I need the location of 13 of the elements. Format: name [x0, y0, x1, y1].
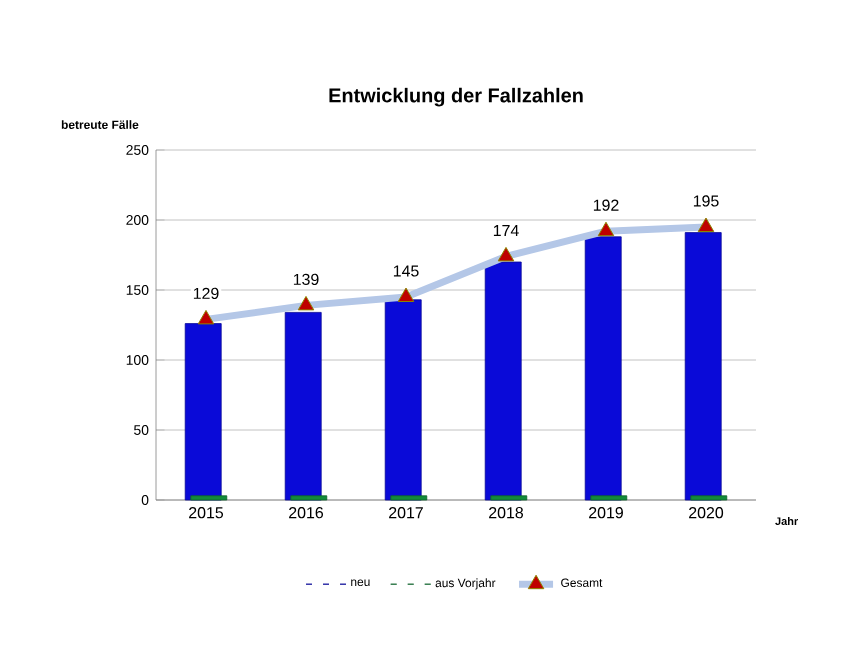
bar — [684, 232, 722, 501]
bar — [584, 236, 622, 501]
bar — [590, 495, 628, 501]
bar — [290, 495, 328, 501]
bar — [384, 299, 422, 501]
bar — [190, 495, 228, 501]
bar — [490, 495, 528, 501]
bar — [690, 495, 728, 501]
bar — [184, 323, 222, 501]
bar — [390, 495, 428, 501]
bar — [284, 312, 322, 501]
chart-title: Entwicklung der Fallzahlen — [329, 87, 583, 107]
bar — [484, 261, 522, 501]
